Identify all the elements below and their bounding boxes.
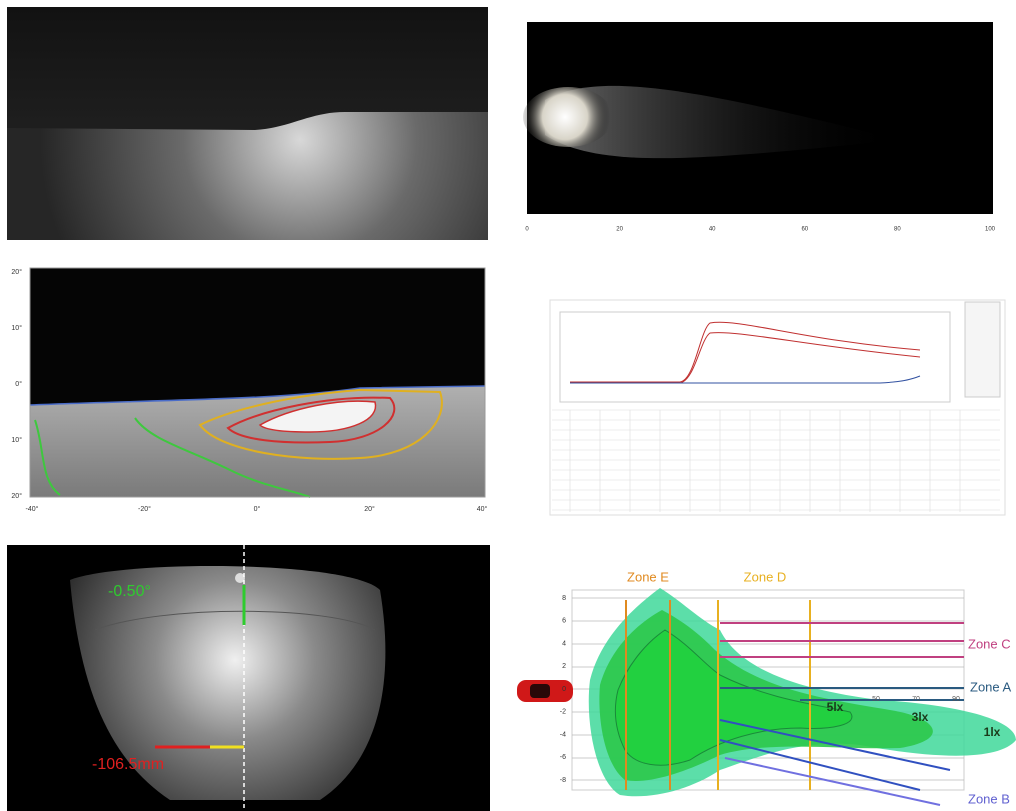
y-tick-label: 4: [562, 640, 566, 647]
y-tick-label: -8: [560, 777, 566, 784]
collage: 020406080100 20°10°0°10°20°-40°-20°0°20°…: [0, 0, 1016, 811]
x-tick-label: 80: [894, 227, 901, 233]
isolux-map: [30, 268, 485, 497]
y-tick-label: 6: [562, 618, 566, 625]
x-tick-label: -20°: [138, 505, 151, 513]
y-tick-label: 20°: [11, 492, 22, 500]
beam-wall-image: [7, 7, 488, 240]
zone-label: Zone A: [970, 679, 1012, 694]
x-tick-label: 0: [525, 227, 529, 233]
isolux-label: 1lx: [984, 725, 1001, 739]
x-tick-label: 50: [872, 696, 880, 703]
x-tick-label: -40°: [26, 505, 39, 513]
y-tick-label: 0: [562, 686, 566, 693]
beam-side-image: [523, 22, 993, 214]
x-tick-label: 70: [912, 696, 920, 703]
x-tick-label: 20: [616, 227, 623, 233]
y-tick-label: -2: [560, 709, 566, 716]
isolux-label: 5lx: [827, 700, 844, 714]
zone-label: Zone B: [968, 791, 1010, 806]
x-tick-label: 40°: [477, 505, 488, 513]
x-tick-label: 100: [985, 227, 996, 233]
x-tick-label: 40: [709, 227, 716, 233]
y-tick-label: 10°: [11, 436, 22, 444]
x-tick-label: 90: [952, 696, 960, 703]
y-tick-label: 0°: [15, 380, 22, 388]
x-tick-label: 20°: [364, 505, 375, 513]
aim-test-image: [7, 545, 490, 811]
offset-label: -106.5mm: [92, 756, 164, 773]
zone-label: Zone D: [744, 569, 787, 584]
isolux-label: 3lx: [912, 710, 929, 724]
angle-label: -0.50°: [108, 583, 151, 600]
zone-label: Zone E: [627, 569, 669, 584]
y-tick-label: 20°: [11, 268, 22, 276]
y-tick-label: 2: [562, 663, 566, 670]
y-tick-label: 8: [562, 595, 566, 602]
y-tick-label: -4: [560, 731, 566, 738]
x-tick-label: 0°: [254, 505, 261, 513]
zone-diagram: [517, 588, 1016, 805]
x-tick-label: 60: [801, 227, 808, 233]
side-axis: 0 20 40 60 80 100: [525, 227, 995, 233]
y-tick-label: -6: [560, 754, 566, 761]
data-sheet-screenshot: [550, 300, 1005, 515]
y-tick-label: 10°: [11, 324, 22, 332]
zone-label: Zone C: [968, 636, 1011, 651]
